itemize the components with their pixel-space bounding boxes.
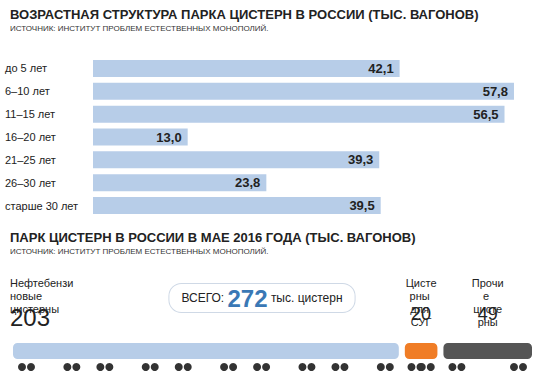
svg-text:20: 20	[411, 304, 431, 324]
svg-text:е: е	[483, 290, 492, 302]
svg-text:6–10 лет: 6–10 лет	[5, 85, 50, 97]
svg-text:39,5: 39,5	[349, 198, 374, 213]
svg-text:до 5 лет: до 5 лет	[5, 62, 47, 74]
svg-text:ИСТОЧНИК: ИНСТИТУТ ПРОБЛЕМ ЕСТ: ИСТОЧНИК: ИНСТИТУТ ПРОБЛЕМ ЕСТЕСТВЕННЫХ …	[10, 24, 269, 33]
svg-text:Прочи: Прочи	[472, 277, 504, 289]
svg-text:ПАРК ЦИСТЕРН В РОССИИ В МАЕ 20: ПАРК ЦИСТЕРН В РОССИИ В МАЕ 2016 ГОДА (Т…	[10, 230, 416, 245]
svg-text:23,8: 23,8	[235, 175, 260, 190]
svg-text:21–25 лет: 21–25 лет	[5, 154, 56, 166]
svg-text:ВСЕГО:: ВСЕГО:	[181, 291, 224, 305]
svg-text:тыс. цистерн: тыс. цистерн	[271, 291, 343, 305]
svg-text:Цисте: Цисте	[406, 277, 437, 289]
svg-text:ИСТОЧНИК: ИНСТИТУТ ПРОБЛЕМ ЕСТ: ИСТОЧНИК: ИНСТИТУТ ПРОБЛЕМ ЕСТЕСТВЕННЫХ …	[10, 247, 269, 256]
svg-text:57,8: 57,8	[483, 84, 508, 99]
svg-text:203: 203	[10, 304, 50, 331]
svg-text:Нефтебензи: Нефтебензи	[10, 277, 73, 289]
svg-text:новые: новые	[10, 290, 45, 302]
svg-text:42,1: 42,1	[368, 61, 393, 76]
svg-text:13,0: 13,0	[156, 130, 181, 145]
svg-text:11–15 лет: 11–15 лет	[5, 108, 55, 120]
svg-text:272: 272	[228, 285, 268, 312]
svg-text:старше 30 лет: старше 30 лет	[5, 200, 78, 212]
svg-text:56,5: 56,5	[473, 107, 498, 122]
svg-text:26–30 лет: 26–30 лет	[5, 177, 56, 189]
svg-text:49: 49	[478, 304, 498, 324]
svg-text:16–20 лет: 16–20 лет	[5, 131, 56, 143]
svg-text:ВОЗРАСТНАЯ СТРУКТУРА ПАРКА ЦИС: ВОЗРАСТНАЯ СТРУКТУРА ПАРКА ЦИСТЕРН В РОС…	[10, 7, 479, 22]
svg-text:рны: рны	[410, 290, 433, 302]
svg-text:39,3: 39,3	[348, 152, 373, 167]
